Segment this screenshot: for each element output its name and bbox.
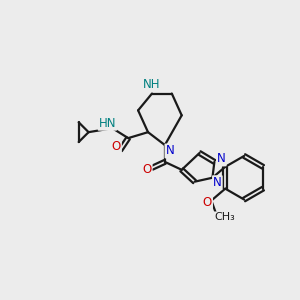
Text: N: N [165,145,174,158]
Text: NH: NH [143,78,161,91]
Text: O: O [112,140,121,152]
Text: N: N [213,176,222,189]
Text: O: O [142,163,152,176]
Text: O: O [203,196,212,209]
Text: HN: HN [99,117,116,130]
Text: CH₃: CH₃ [214,212,235,222]
Text: N: N [217,152,226,165]
